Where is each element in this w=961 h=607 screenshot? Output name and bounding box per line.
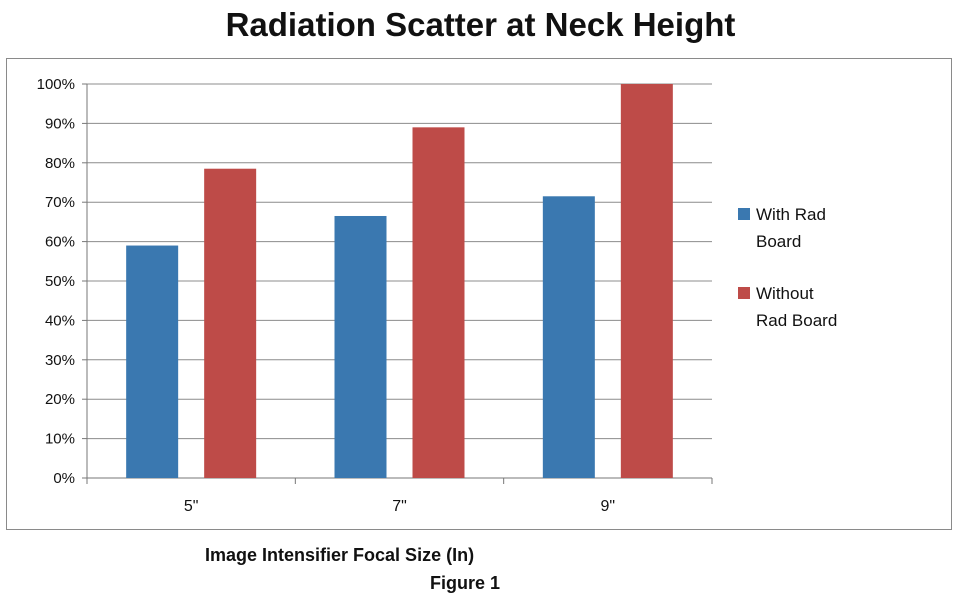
bar [334,215,387,479]
bar [204,168,257,478]
x-tick-label: 5" [184,498,199,515]
y-tick-label: 90% [45,115,75,132]
figure-caption: Figure 1 [430,573,501,593]
bar [542,196,595,479]
chart-title: Radiation Scatter at Neck Height [225,6,736,43]
legend-label: Board [756,232,801,251]
legend-label: Rad Board [756,311,837,330]
y-tick-label: 100% [37,76,75,93]
x-axis-label: Image Intensifier Focal Size (In) [205,545,475,565]
legend-label: Without [756,284,814,303]
y-tick-label: 20% [45,391,75,408]
y-tick-label: 60% [45,234,75,251]
legend-swatch [738,208,750,220]
bar [126,245,179,478]
x-tick-label: 7" [392,498,407,515]
bar [620,84,673,478]
legend-swatch [738,287,750,299]
y-tick-label: 40% [45,312,75,329]
y-tick-label: 70% [45,194,75,211]
y-tick-label: 50% [45,273,75,290]
y-tick-label: 0% [53,470,75,487]
chart-frame [6,58,952,530]
legend-label: With Rad [756,205,826,224]
x-tick-label: 9" [601,498,616,515]
bar [412,127,465,478]
y-tick-label: 80% [45,155,75,172]
y-tick-label: 30% [45,352,75,369]
y-tick-label: 10% [45,431,75,448]
